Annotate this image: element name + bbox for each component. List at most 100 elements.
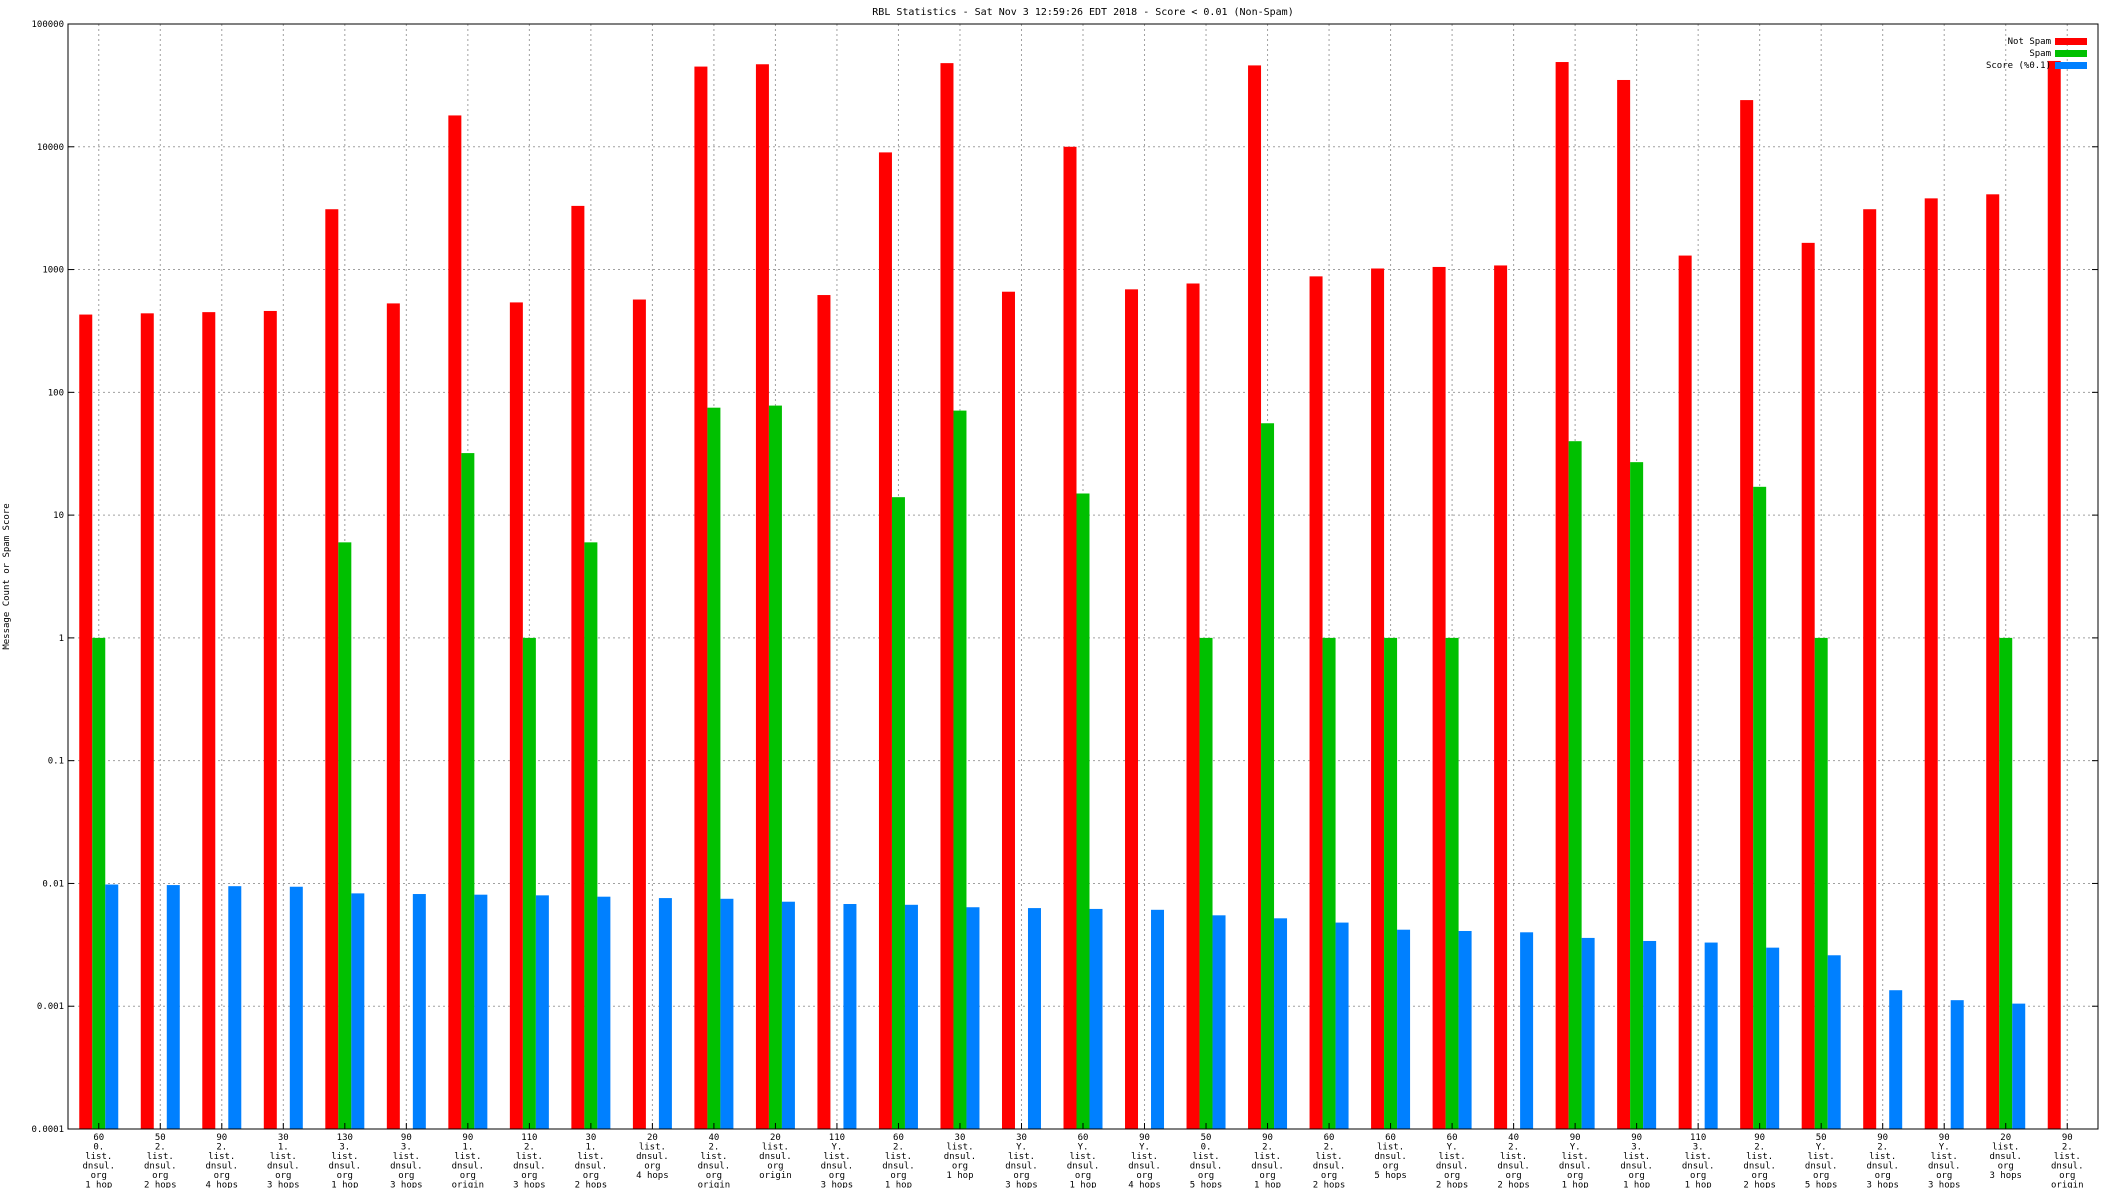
x-tick-label-line: 2.	[1262, 1143, 1273, 1153]
bar-not-spam	[325, 209, 339, 1129]
bar-not-spam	[1186, 283, 1200, 1130]
x-tick-label-line: 60	[1078, 1133, 1089, 1143]
x-tick-label-line: origin	[2051, 1181, 2084, 1188]
x-tick-label-line: org	[214, 1171, 230, 1181]
bar-score-0-1	[1950, 1000, 1964, 1129]
x-tick-label-line: org	[1752, 1171, 1768, 1181]
x-tick-label-line: 1.	[462, 1143, 473, 1153]
x-tick-label-line: 90	[216, 1133, 227, 1143]
x-tick-label-line: dnsul.	[329, 1162, 362, 1172]
bar-not-spam	[1309, 276, 1323, 1130]
x-tick-label-line: 4 hops	[1128, 1181, 1161, 1188]
x-tick-label-line: 2.	[155, 1143, 166, 1153]
bar-not-spam	[632, 299, 646, 1129]
x-tick-label-line: 2.	[893, 1143, 904, 1153]
x-tick-label: 60 list. dnsul. org 5 hops	[1374, 1133, 1407, 1181]
x-tick-label-line: list.	[454, 1152, 481, 1162]
x-tick-label-line: list.	[85, 1152, 112, 1162]
x-tick-label: 60 2. list. dnsul. org 1 hop	[882, 1133, 915, 1188]
y-axis-ticks: 0.0001 0.001 0.01 0.1 1 10 100 1000 10000 100000	[31, 20, 2098, 1135]
x-tick-label-line: dnsul.	[82, 1162, 115, 1172]
legend-swatch	[2055, 62, 2087, 69]
bar-not-spam	[1432, 266, 1446, 1129]
x-tick-label-line: dnsul.	[821, 1162, 854, 1172]
x-tick-label-line: 90	[1139, 1133, 1150, 1143]
x-tick-label-line: 2.	[524, 1143, 535, 1153]
y-tick-label: 0.001	[37, 1002, 64, 1012]
x-tick-label-line: org	[890, 1171, 906, 1181]
x-tick-label-line: list.	[1008, 1152, 1035, 1162]
x-tick-label: 90 2. list. dnsul. org 2 hops	[1743, 1133, 1776, 1188]
x-tick-label: 90 2. list. dnsul. org 3 hops	[1866, 1133, 1899, 1188]
x-tick-label-line: 30	[1016, 1133, 1027, 1143]
bar-not-spam	[755, 64, 769, 1130]
x-tick-label-line: dnsul.	[1436, 1162, 1469, 1172]
x-tick-label-line: 2 hops	[144, 1181, 177, 1188]
bar-spam	[1568, 441, 1582, 1129]
x-tick-label-line: org	[460, 1171, 476, 1181]
bar-score-0-1	[1581, 937, 1595, 1129]
x-tick-label-line: org	[1690, 1171, 1706, 1181]
bar-spam	[1445, 637, 1459, 1129]
x-tick-label: 60 Y. list. dnsul. org 2 hops	[1436, 1133, 1469, 1188]
x-tick-label-line: 2 hops	[1743, 1181, 1776, 1188]
x-tick-label-line: list.	[393, 1152, 420, 1162]
x-tick-label-line: org	[952, 1162, 968, 1172]
x-tick-label-line: 4 hops	[206, 1181, 239, 1188]
x-tick-label-line: list.	[1623, 1152, 1650, 1162]
x-tick-label-line: 2.	[1754, 1143, 1765, 1153]
x-tick-label-line: 20	[2000, 1133, 2011, 1143]
y-tick-label: 1	[59, 634, 64, 644]
bar-spam	[891, 497, 905, 1130]
x-tick-label: 50 Y. list. dnsul. org 5 hops	[1805, 1133, 1838, 1188]
bar-not-spam	[1617, 79, 1631, 1130]
x-tick-label-line: 2.	[1324, 1143, 1335, 1153]
bar-score-0-1	[843, 904, 857, 1129]
x-tick-label-line: Y.	[1447, 1143, 1458, 1153]
x-tick-label-line: list.	[1931, 1152, 1958, 1162]
bar-not-spam	[1371, 268, 1385, 1129]
x-tick-label-line: dnsul.	[1251, 1162, 1284, 1172]
x-tick-label-line: list.	[1192, 1152, 1219, 1162]
x-tick-label-line: org	[829, 1171, 845, 1181]
x-tick-label-line: dnsul.	[1866, 1162, 1899, 1172]
x-tick-label-line: org	[1505, 1171, 1521, 1181]
bar-score-0-1	[597, 896, 611, 1129]
bar-not-spam	[1678, 255, 1692, 1129]
x-tick-label-line: org	[1875, 1171, 1891, 1181]
x-tick-label-line: dnsul.	[1497, 1162, 1530, 1172]
x-tick-label: 20 list. dnsul. org origin	[759, 1133, 792, 1181]
x-tick-label-line: list.	[1069, 1152, 1096, 1162]
x-tick-label-line: Y.	[1939, 1143, 1950, 1153]
x-tick-label-line: org	[1998, 1162, 2014, 1172]
bar-score-0-1	[1889, 990, 1903, 1129]
bar-score-0-1	[474, 894, 488, 1129]
x-tick-label-line: org	[521, 1171, 537, 1181]
bar-score-0-1	[1027, 908, 1041, 1129]
x-tick-label-line: dnsul.	[1313, 1162, 1346, 1172]
x-tick-label-line: dnsul.	[882, 1162, 915, 1172]
x-tick-label-line: list.	[1562, 1152, 1589, 1162]
x-tick-label-line: dnsul.	[1005, 1162, 1038, 1172]
bar-spam	[1999, 637, 2013, 1129]
x-tick-label-line: 30	[278, 1133, 289, 1143]
bar-not-spam	[1740, 100, 1754, 1129]
x-tick-label-line: org	[1444, 1171, 1460, 1181]
x-tick-label-line: 1 hop	[331, 1181, 358, 1188]
y-tick-label: 1000	[42, 266, 64, 276]
x-tick-label-line: list.	[1439, 1152, 1466, 1162]
x-tick-label-line: dnsul.	[575, 1162, 608, 1172]
x-tick-label-line: list.	[885, 1152, 912, 1162]
x-tick-label-line: dnsul.	[1682, 1162, 1715, 1172]
x-tick-label: 90 2. list. dnsul. org 4 hops	[206, 1133, 239, 1188]
bar-score-0-1	[1274, 918, 1288, 1129]
x-tick-label-line: list.	[1992, 1143, 2019, 1153]
x-tick-label-line: list.	[639, 1143, 666, 1153]
x-tick-label-line: 110	[521, 1133, 537, 1143]
x-tick-label-line: org	[398, 1171, 414, 1181]
x-tick-label-line: dnsul.	[636, 1152, 669, 1162]
x-tick-label: 130 3. list. dnsul. org 1 hop	[329, 1133, 362, 1188]
x-tick-label: 90 3. list. dnsul. org 3 hops	[390, 1133, 423, 1188]
bar-spam	[1384, 637, 1398, 1129]
